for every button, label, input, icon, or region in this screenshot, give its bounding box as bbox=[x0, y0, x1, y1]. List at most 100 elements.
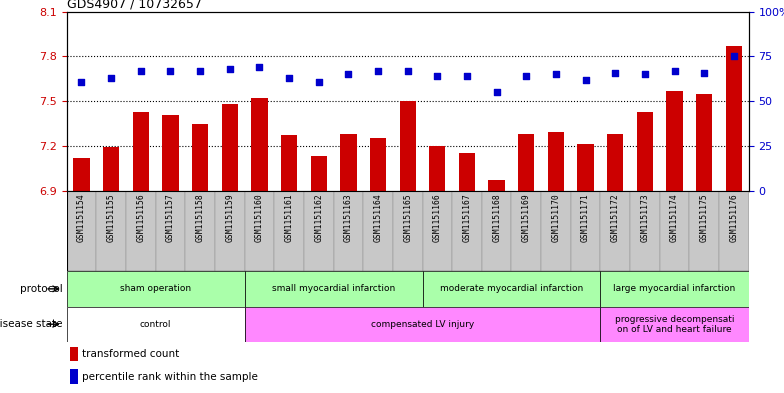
Point bbox=[550, 71, 562, 77]
Text: GSM1151171: GSM1151171 bbox=[581, 193, 590, 242]
Bar bbox=[67, 307, 245, 342]
Bar bbox=[482, 191, 511, 271]
Bar bbox=[67, 191, 96, 271]
Bar bbox=[660, 191, 689, 271]
Point bbox=[342, 71, 354, 77]
Text: transformed count: transformed count bbox=[82, 349, 180, 359]
Text: progressive decompensati
on of LV and heart failure: progressive decompensati on of LV and he… bbox=[615, 314, 735, 334]
Bar bbox=[274, 191, 304, 271]
Bar bbox=[423, 191, 452, 271]
Point bbox=[223, 66, 236, 72]
Bar bbox=[222, 104, 238, 191]
Bar bbox=[571, 191, 601, 271]
Point bbox=[461, 73, 474, 79]
Point bbox=[253, 64, 266, 70]
Bar bbox=[310, 156, 327, 191]
Text: disease state: disease state bbox=[0, 319, 63, 329]
Text: sham operation: sham operation bbox=[120, 285, 191, 293]
Bar bbox=[304, 191, 333, 271]
Point bbox=[490, 89, 503, 95]
Bar bbox=[601, 191, 630, 271]
Bar bbox=[518, 134, 535, 191]
Text: GDS4907 / 10732657: GDS4907 / 10732657 bbox=[67, 0, 201, 11]
Bar bbox=[452, 191, 482, 271]
Point bbox=[639, 71, 652, 77]
Bar bbox=[370, 138, 387, 191]
Text: GSM1151159: GSM1151159 bbox=[225, 193, 234, 242]
Text: percentile rank within the sample: percentile rank within the sample bbox=[82, 372, 258, 382]
Bar bbox=[429, 146, 445, 191]
Bar bbox=[215, 191, 245, 271]
Text: GSM1151170: GSM1151170 bbox=[551, 193, 561, 242]
Text: GSM1151174: GSM1151174 bbox=[670, 193, 679, 242]
Bar bbox=[103, 147, 119, 191]
Point bbox=[194, 68, 206, 74]
Bar bbox=[459, 153, 475, 191]
Bar bbox=[488, 180, 505, 191]
Bar bbox=[363, 191, 393, 271]
Text: GSM1151156: GSM1151156 bbox=[136, 193, 145, 242]
Bar bbox=[719, 191, 749, 271]
Bar bbox=[132, 112, 149, 191]
Text: GSM1151160: GSM1151160 bbox=[255, 193, 264, 242]
Text: GSM1151155: GSM1151155 bbox=[107, 193, 115, 242]
Text: GSM1151157: GSM1151157 bbox=[166, 193, 175, 242]
Bar bbox=[70, 369, 78, 384]
Bar bbox=[162, 115, 179, 191]
Bar bbox=[185, 191, 215, 271]
Text: compensated LV injury: compensated LV injury bbox=[371, 320, 474, 329]
Bar bbox=[696, 94, 713, 191]
Text: GSM1151168: GSM1151168 bbox=[492, 193, 501, 242]
Text: moderate myocardial infarction: moderate myocardial infarction bbox=[440, 285, 583, 293]
Point bbox=[283, 75, 296, 81]
Point bbox=[668, 68, 681, 74]
Text: GSM1151166: GSM1151166 bbox=[433, 193, 442, 242]
Bar bbox=[126, 191, 155, 271]
Point bbox=[698, 70, 710, 76]
Text: GSM1151175: GSM1151175 bbox=[700, 193, 709, 242]
Bar bbox=[74, 158, 89, 191]
Bar bbox=[393, 191, 423, 271]
Text: GSM1151167: GSM1151167 bbox=[463, 193, 471, 242]
Text: GSM1151165: GSM1151165 bbox=[403, 193, 412, 242]
Bar bbox=[541, 191, 571, 271]
Point bbox=[313, 78, 325, 84]
Bar bbox=[400, 101, 416, 191]
Bar bbox=[192, 123, 209, 191]
Text: control: control bbox=[140, 320, 172, 329]
Bar bbox=[245, 191, 274, 271]
Point bbox=[372, 68, 384, 74]
Bar bbox=[67, 271, 245, 307]
Point bbox=[579, 77, 592, 83]
Bar bbox=[637, 112, 653, 191]
Bar bbox=[281, 136, 297, 191]
Text: GSM1151173: GSM1151173 bbox=[641, 193, 649, 242]
Text: protocol: protocol bbox=[20, 284, 63, 294]
Bar bbox=[70, 347, 78, 361]
Text: GSM1151164: GSM1151164 bbox=[373, 193, 383, 242]
Text: small myocardial infarction: small myocardial infarction bbox=[272, 285, 395, 293]
Bar bbox=[630, 191, 660, 271]
Bar bbox=[578, 144, 593, 191]
Point bbox=[728, 53, 740, 60]
Point bbox=[520, 73, 532, 79]
Text: GSM1151163: GSM1151163 bbox=[344, 193, 353, 242]
Bar bbox=[601, 271, 749, 307]
Bar bbox=[511, 191, 541, 271]
Text: GSM1151158: GSM1151158 bbox=[195, 193, 205, 242]
Bar bbox=[333, 191, 363, 271]
Text: GSM1151154: GSM1151154 bbox=[77, 193, 86, 242]
Bar bbox=[96, 191, 126, 271]
Bar bbox=[607, 134, 623, 191]
Text: GSM1151172: GSM1151172 bbox=[611, 193, 620, 242]
Point bbox=[401, 68, 414, 74]
Text: GSM1151169: GSM1151169 bbox=[522, 193, 531, 242]
Text: GSM1151162: GSM1151162 bbox=[314, 193, 323, 242]
Bar bbox=[245, 307, 601, 342]
Bar bbox=[423, 271, 601, 307]
Bar bbox=[251, 98, 267, 191]
Bar bbox=[155, 191, 185, 271]
Bar bbox=[245, 271, 423, 307]
Point bbox=[135, 68, 147, 74]
Point bbox=[75, 78, 88, 84]
